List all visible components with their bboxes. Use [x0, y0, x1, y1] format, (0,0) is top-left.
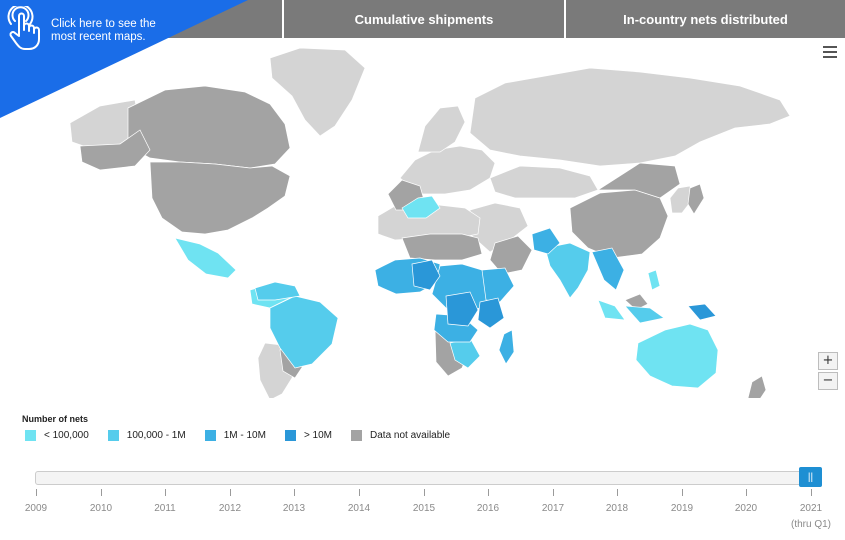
timeline-tick [746, 489, 747, 496]
timeline-tick [294, 489, 295, 496]
timeline-tick [165, 489, 166, 496]
legend-swatch [351, 430, 363, 441]
timeline-year-2020[interactable]: 2020 [734, 503, 758, 514]
timeline-tick [230, 489, 231, 496]
1m-10m-countries [374, 227, 625, 365]
tab-cumulative-shipments[interactable]: Cumulative shipments [282, 0, 564, 38]
timeline-year-2013[interactable]: 2013 [282, 503, 306, 514]
legend-swatch [204, 430, 216, 441]
zoom-out-button[interactable]: − [818, 372, 838, 390]
legend-item-lt-100k[interactable]: < 100,000 [25, 430, 89, 441]
timeline-year-2012[interactable]: 2012 [218, 503, 242, 514]
timeline-ticks: 2009 2010 2011 2012 2013 2014 2015 2016 2017 2018… [0, 489, 845, 530]
zoom-in-button[interactable]: + [818, 352, 838, 370]
tab-in-country-nets-distributed[interactable]: In-country nets distributed [564, 0, 845, 38]
timeline-track[interactable] [35, 471, 810, 485]
tab-bar: Cumulative shipments In-country nets dis… [0, 0, 845, 38]
timeline-tick [488, 489, 489, 496]
world-map[interactable] [0, 38, 845, 398]
gt-10m-countries [411, 259, 717, 329]
legend-item-gt-10m[interactable]: > 10M [284, 430, 333, 441]
legend-swatch [284, 430, 296, 441]
promo-text[interactable]: Click here to see the most recent maps. [51, 18, 156, 43]
timeline-year-2018[interactable]: 2018 [605, 503, 629, 514]
timeline-tick [359, 489, 360, 496]
timeline-year-2021[interactable]: 2021 [799, 503, 823, 514]
timeline-tick [617, 489, 618, 496]
legend-label: > 10M [303, 430, 333, 441]
timeline-year-2015[interactable]: 2015 [412, 503, 436, 514]
timeline-year-2011[interactable]: 2011 [154, 503, 176, 514]
legend-label: < 100,000 [44, 430, 89, 441]
timeline-year-2019[interactable]: 2019 [670, 503, 694, 514]
zoom-controls: + − [818, 352, 838, 390]
hamburger-menu-icon[interactable] [823, 46, 837, 58]
legend-swatch [107, 430, 119, 441]
legend: < 100,000 100,000 - 1M 1M - 10M > 10M Da… [25, 430, 469, 441]
100k-1m-countries [254, 242, 665, 369]
timeline-last-sub: (thru Q1) [790, 519, 832, 530]
legend-item-100k-1m[interactable]: 100,000 - 1M [107, 430, 186, 441]
legend-label: Data not available [370, 430, 451, 441]
timeline-year-2017[interactable]: 2017 [541, 503, 565, 514]
timeline-tick [424, 489, 425, 496]
legend-label: 100,000 - 1M [126, 430, 186, 441]
timeline-tick [101, 489, 102, 496]
legend-swatch [25, 430, 36, 441]
promo-banner[interactable] [0, 0, 248, 120]
timeline-handle[interactable]: || [799, 467, 822, 487]
timeline-year-2014[interactable]: 2014 [347, 503, 371, 514]
timeline-year-2009[interactable]: 2009 [24, 503, 48, 514]
timeline-year-2010[interactable]: 2010 [89, 503, 113, 514]
legend-title: Number of nets [22, 414, 89, 424]
hand-pointer-icon [7, 6, 40, 50]
timeline-tick [811, 489, 812, 496]
timeline-tick [682, 489, 683, 496]
timeline-year-2016[interactable]: 2016 [476, 503, 500, 514]
legend-item-1m-10m[interactable]: 1M - 10M [204, 430, 266, 441]
lt-100k-countries [174, 195, 719, 389]
base-land [69, 47, 791, 398]
legend-label: 1M - 10M [223, 430, 266, 441]
timeline-tick [553, 489, 554, 496]
timeline-tick [36, 489, 37, 496]
legend-item-no-data[interactable]: Data not available [351, 430, 450, 441]
